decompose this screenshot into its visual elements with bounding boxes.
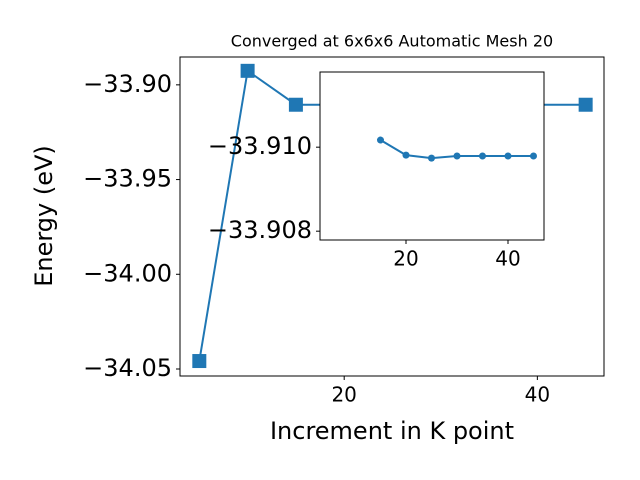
x-tick-label: 20 [393, 247, 418, 271]
marker [288, 97, 303, 112]
marker [578, 97, 593, 112]
marker [427, 154, 435, 162]
x-tick-label: 40 [525, 383, 550, 407]
axes-frame [179, 56, 605, 377]
y-axis-label: Energy (eV) [30, 145, 58, 287]
marker [240, 63, 255, 78]
y-tick-label: −34.00 [83, 259, 172, 287]
y-tick-label: −34.05 [83, 354, 172, 382]
y-tick-label: −33.90 [83, 70, 172, 98]
marker [376, 136, 384, 144]
x-tick-label: 40 [495, 247, 520, 271]
marker [529, 152, 537, 160]
marker [453, 152, 461, 160]
marker [504, 152, 512, 160]
y-tick-label: −33.95 [83, 165, 172, 193]
y-tick-label: −33.910 [208, 132, 312, 160]
marker [402, 151, 410, 159]
y-tick-label: −33.908 [208, 216, 312, 244]
chart-title: Converged at 6x6x6 Automatic Mesh 20 [231, 32, 553, 51]
plot-area [376, 136, 537, 162]
x-axis-label: Increment in K point [270, 417, 514, 445]
inset-axes: 20 40 −33.910 −33.908 [208, 71, 545, 271]
marker [478, 152, 486, 160]
marker [192, 354, 207, 369]
x-tick-label: 20 [331, 383, 356, 407]
axes-frame [319, 71, 545, 241]
